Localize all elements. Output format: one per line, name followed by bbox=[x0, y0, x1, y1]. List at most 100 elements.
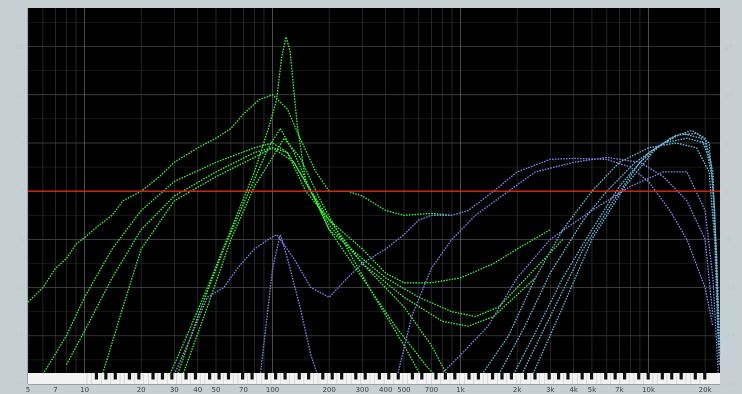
x-tick-label: 10 bbox=[80, 386, 89, 394]
response-curve bbox=[394, 156, 714, 385]
y-tick-label: 15 bbox=[724, 43, 733, 51]
x-tick-label: 20k bbox=[699, 386, 713, 394]
black-key bbox=[307, 373, 311, 380]
black-key bbox=[94, 373, 99, 380]
y-axis-labels-right: 15 10 5 0 -5 -10 -15 -20 bbox=[724, 43, 735, 388]
response-curve bbox=[165, 36, 453, 385]
black-key bbox=[646, 373, 650, 380]
black-key bbox=[453, 373, 457, 380]
x-tick-label: 70 bbox=[239, 386, 248, 394]
response-curve bbox=[507, 132, 719, 385]
black-key bbox=[137, 373, 141, 380]
y-tick-label: 5 bbox=[724, 139, 728, 147]
response-curve bbox=[258, 233, 322, 385]
response-curve bbox=[42, 142, 551, 375]
x-tick-label: 4k bbox=[569, 386, 578, 394]
piano-keyboard-strip[interactable] bbox=[28, 373, 720, 384]
black-key bbox=[622, 373, 627, 380]
black-key bbox=[104, 373, 108, 380]
black-key bbox=[241, 373, 245, 380]
y-tick-label: -15 bbox=[13, 332, 24, 340]
x-axis-labels: 5 7 10 20 30 40 50 70 100 200 300 400 500 700 1k 2k 3k 4k… bbox=[26, 386, 713, 394]
y-tick-label: 15 bbox=[15, 43, 24, 51]
black-key bbox=[580, 373, 584, 380]
black-key bbox=[410, 373, 414, 380]
x-tick-label: 200 bbox=[322, 386, 335, 394]
black-key bbox=[509, 373, 514, 380]
black-key bbox=[703, 373, 707, 380]
black-key bbox=[693, 373, 697, 380]
black-key bbox=[363, 373, 367, 380]
x-tick-label: 5 bbox=[26, 386, 30, 394]
black-key bbox=[250, 373, 254, 380]
y-tick-label: -20 bbox=[13, 381, 24, 389]
response-curve bbox=[527, 132, 721, 385]
black-key bbox=[330, 373, 334, 380]
y-tick-label: 0 bbox=[20, 188, 24, 196]
response-curve bbox=[430, 171, 719, 385]
y-tick-label: -5 bbox=[17, 236, 24, 244]
x-tick-label: 700 bbox=[425, 386, 438, 394]
y-tick-label: 10 bbox=[724, 91, 733, 99]
x-tick-label: 30 bbox=[170, 386, 179, 394]
black-key bbox=[377, 373, 381, 380]
black-key bbox=[613, 373, 617, 380]
black-key bbox=[604, 373, 608, 380]
black-key bbox=[387, 373, 391, 380]
black-key bbox=[420, 373, 424, 380]
x-tick-label: 7k bbox=[615, 386, 624, 394]
black-key bbox=[354, 373, 358, 380]
black-key bbox=[193, 373, 198, 380]
x-tick-label: 2k bbox=[513, 386, 522, 394]
black-key bbox=[151, 373, 155, 380]
black-key bbox=[434, 373, 438, 380]
black-key bbox=[556, 373, 561, 380]
x-tick-label: 500 bbox=[397, 386, 410, 394]
y-tick-label: 0 bbox=[724, 188, 728, 196]
black-key bbox=[637, 373, 641, 380]
x-tick-label: 50 bbox=[212, 386, 221, 394]
black-key bbox=[476, 373, 481, 380]
black-key bbox=[170, 373, 174, 380]
black-key bbox=[127, 373, 132, 380]
black-key bbox=[340, 373, 344, 380]
x-tick-label: 400 bbox=[379, 386, 392, 394]
y-axis-labels-left: 15 10 5 0 -5 -10 -15 -20 bbox=[13, 43, 24, 388]
y-tick-label: -15 bbox=[724, 332, 735, 340]
black-key bbox=[670, 373, 674, 380]
x-tick-label: 40 bbox=[193, 386, 202, 394]
x-tick-label: 100 bbox=[266, 386, 279, 394]
black-key bbox=[547, 373, 551, 380]
vertical-gridlines bbox=[27, 8, 706, 384]
black-key bbox=[264, 373, 268, 380]
black-key bbox=[208, 373, 212, 380]
black-key bbox=[217, 373, 221, 380]
x-tick-label: 300 bbox=[356, 386, 369, 394]
black-key bbox=[589, 373, 594, 380]
black-key bbox=[467, 373, 471, 380]
keyboard-white-keys bbox=[28, 373, 720, 384]
y-tick-label: 10 bbox=[15, 91, 24, 99]
response-curve bbox=[173, 127, 443, 385]
black-key bbox=[396, 373, 400, 380]
black-key bbox=[297, 373, 301, 380]
x-tick-label: 20 bbox=[137, 386, 146, 394]
black-key bbox=[660, 373, 664, 380]
black-key bbox=[321, 373, 325, 380]
black-key bbox=[160, 373, 165, 380]
black-key bbox=[500, 373, 504, 380]
y-tick-label: -10 bbox=[724, 284, 735, 292]
x-tick-label: 3k bbox=[546, 386, 555, 394]
response-curve bbox=[65, 147, 564, 366]
y-tick-label: -20 bbox=[724, 381, 735, 389]
y-tick-label: -5 bbox=[724, 236, 731, 244]
x-tick-label: 10k bbox=[642, 386, 656, 394]
y-tick-label: -10 bbox=[13, 284, 24, 292]
x-tick-label: 5k bbox=[588, 386, 597, 394]
black-key bbox=[443, 373, 447, 380]
black-key bbox=[490, 373, 495, 380]
x-tick-label: 1k bbox=[456, 386, 465, 394]
response-curves bbox=[27, 36, 721, 385]
